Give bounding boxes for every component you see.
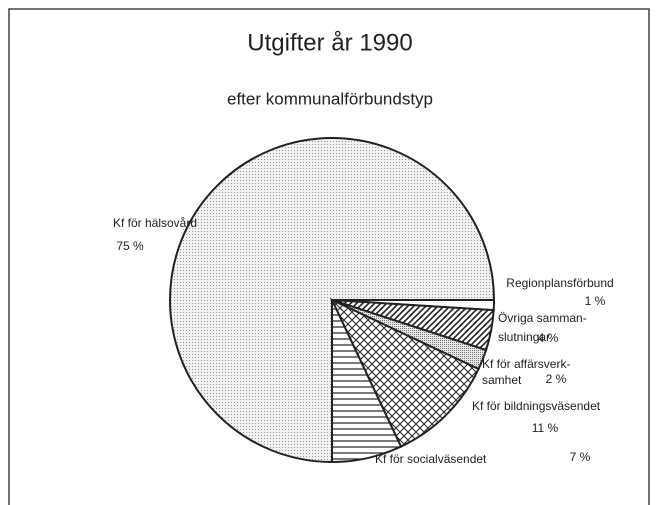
value-label: 7 % bbox=[570, 450, 591, 464]
value-label: 1 % bbox=[585, 294, 606, 308]
slice-label: Kf för bildningsväsendet bbox=[472, 399, 601, 413]
chart-subtitle: efter kommunalförbundstyp bbox=[227, 89, 433, 108]
slice-label: Kf för socialväsendet bbox=[375, 452, 487, 466]
value-label: 2 % bbox=[546, 372, 567, 386]
slice-label: Kf för affärsverk- bbox=[482, 357, 570, 371]
value-label: 4 % bbox=[538, 331, 559, 345]
slice-label: Regionplansförbund bbox=[506, 276, 613, 290]
slice-label: samhet bbox=[482, 373, 522, 387]
value-label: 75 % bbox=[116, 239, 144, 253]
slice-label: Kf för hälsovård bbox=[113, 216, 197, 230]
slice-label: slutningar bbox=[498, 330, 550, 344]
pie-slice bbox=[329, 297, 480, 448]
pie-slice bbox=[331, 299, 403, 464]
frame bbox=[8, 8, 650, 505]
slice-label: Övriga samman- bbox=[498, 311, 587, 325]
value-label: 11 % bbox=[532, 421, 559, 435]
chart-title: Utgifter år 1990 bbox=[247, 29, 412, 56]
